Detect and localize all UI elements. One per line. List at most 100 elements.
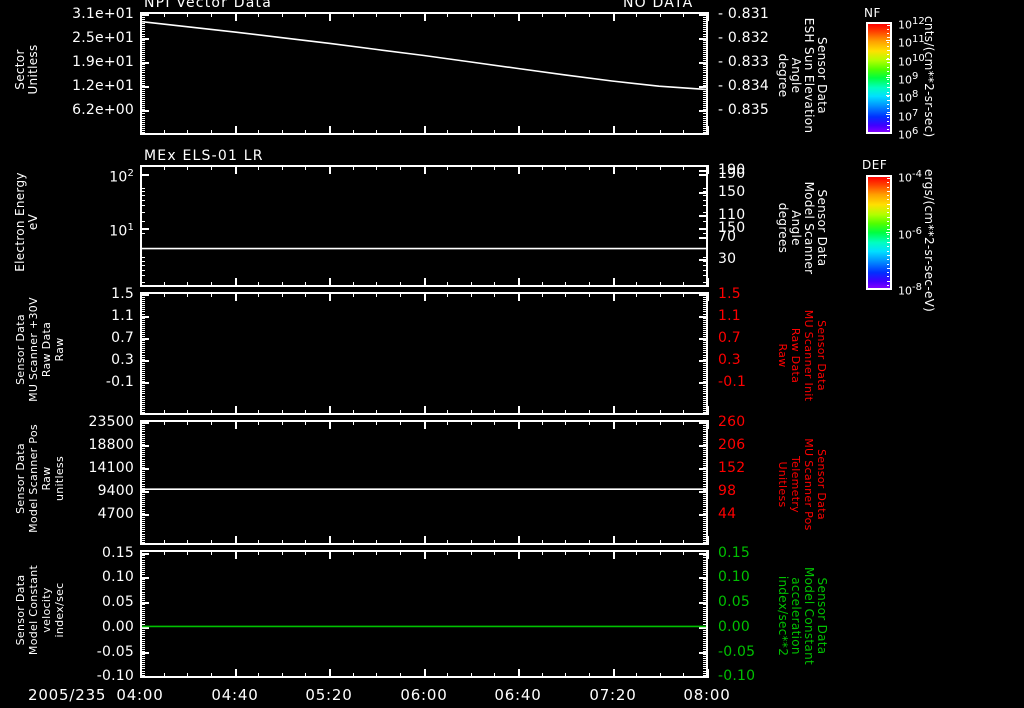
y-minor-tick [703, 492, 708, 493]
data-trace [142, 247, 706, 250]
x-minor-tick [542, 130, 543, 135]
x-major-tick [235, 126, 237, 135]
y-minor-tick [140, 396, 145, 397]
colorbar-nf-tick [886, 59, 892, 60]
x-minor-tick [683, 130, 684, 135]
y-minor-tick [140, 492, 145, 493]
y-minor-tick [703, 473, 708, 474]
x-major-tick [518, 420, 520, 429]
x-minor-tick [211, 292, 212, 297]
colorbar-def-minor-tick [887, 212, 889, 213]
x-minor-tick [494, 165, 495, 170]
y-minor-tick [140, 128, 145, 129]
y-minor-tick [140, 560, 145, 561]
y-minor-tick [140, 381, 145, 382]
x-minor-tick [683, 410, 684, 415]
y-axis-tick-label-left: 1.2e+01 [72, 78, 134, 94]
y-axis-title-left: Raw Data [40, 321, 53, 378]
x-minor-tick [565, 673, 566, 678]
y-minor-tick [703, 583, 708, 584]
y-minor-tick [703, 577, 708, 578]
y-minor-tick [703, 615, 708, 616]
x-major-tick [329, 536, 331, 545]
y-minor-tick [140, 436, 145, 437]
y-minor-tick [140, 297, 145, 298]
x-minor-tick [589, 282, 590, 287]
y-minor-tick [140, 389, 145, 390]
y-axis-tick-label-right: 150 [718, 184, 746, 200]
y-major-tick [699, 577, 708, 579]
y-minor-tick [140, 486, 145, 487]
y-minor-tick [140, 375, 145, 376]
x-minor-tick [636, 282, 637, 287]
y-axis-tick-label-right: -0.10 [718, 668, 756, 684]
x-major-tick [424, 550, 426, 559]
y-major-tick [140, 174, 149, 176]
y-minor-tick [703, 101, 708, 102]
y-minor-tick [703, 630, 708, 631]
y-minor-tick [140, 671, 145, 672]
x-minor-tick [353, 130, 354, 135]
y-minor-tick [703, 132, 708, 133]
y-axis-title-right: Model Constant [802, 567, 816, 665]
y-minor-tick [703, 521, 708, 522]
y-axis-tick-label-left: 4700 [97, 506, 134, 522]
y-minor-tick [140, 355, 145, 356]
y-axis-tick-label-left: -0.10 [96, 668, 134, 684]
x-major-tick [329, 278, 331, 287]
x-major-tick [424, 292, 426, 301]
y-minor-tick [703, 367, 708, 368]
x-minor-tick [542, 673, 543, 678]
y-minor-tick [703, 320, 708, 321]
y-major-tick [140, 602, 149, 604]
y-minor-tick [140, 89, 145, 90]
y-minor-tick [703, 475, 708, 476]
y-minor-tick [140, 72, 145, 73]
y-minor-tick [703, 490, 708, 491]
x-major-tick [329, 12, 331, 21]
x-major-tick [707, 165, 709, 174]
x-minor-tick [447, 420, 448, 425]
y-major-tick [699, 170, 708, 172]
y-minor-tick [140, 200, 145, 201]
y-minor-tick [703, 15, 708, 16]
y-minor-tick [703, 477, 708, 478]
x-minor-tick [683, 420, 684, 425]
y-minor-tick [140, 423, 145, 424]
x-major-tick [613, 292, 615, 301]
colorbar-def-minor-tick [887, 255, 891, 256]
colorbar-nf-minor-tick [887, 33, 889, 34]
y-minor-tick [140, 68, 145, 69]
y-axis-tick-label-right: - 0.832 [718, 30, 769, 46]
y-axis-tick-label-right: -0.1 [718, 374, 747, 390]
y-minor-tick [703, 589, 708, 590]
y-minor-tick [140, 467, 145, 468]
y-minor-tick [703, 677, 708, 678]
x-minor-tick [542, 420, 543, 425]
x-major-tick [707, 12, 709, 21]
y-minor-tick [140, 64, 145, 65]
y-axis-tick-label-right: 70 [718, 229, 737, 245]
y-minor-tick [703, 68, 708, 69]
x-minor-tick [400, 292, 401, 297]
x-minor-tick [471, 130, 472, 135]
y-axis-tick-label-right: 1.1 [718, 308, 741, 324]
y-minor-tick [703, 465, 708, 466]
y-minor-tick [140, 553, 145, 554]
y-minor-tick [140, 654, 145, 655]
y-minor-tick [703, 122, 708, 123]
y-minor-tick [703, 542, 708, 543]
y-minor-tick [703, 444, 708, 445]
y-minor-tick [703, 585, 708, 586]
y-minor-tick [140, 23, 145, 24]
x-minor-tick [258, 165, 259, 170]
y-minor-tick [140, 494, 145, 495]
colorbar-def-minor-tick [887, 195, 889, 196]
y-minor-tick [140, 58, 145, 59]
y-minor-tick [703, 400, 708, 401]
y-axis-tick-label-right: - 0.834 [718, 78, 769, 94]
y-axis-tick-label-right: 0.05 [718, 594, 750, 610]
y-minor-tick [140, 257, 145, 258]
y-minor-tick [703, 44, 708, 45]
x-minor-tick [376, 550, 377, 555]
